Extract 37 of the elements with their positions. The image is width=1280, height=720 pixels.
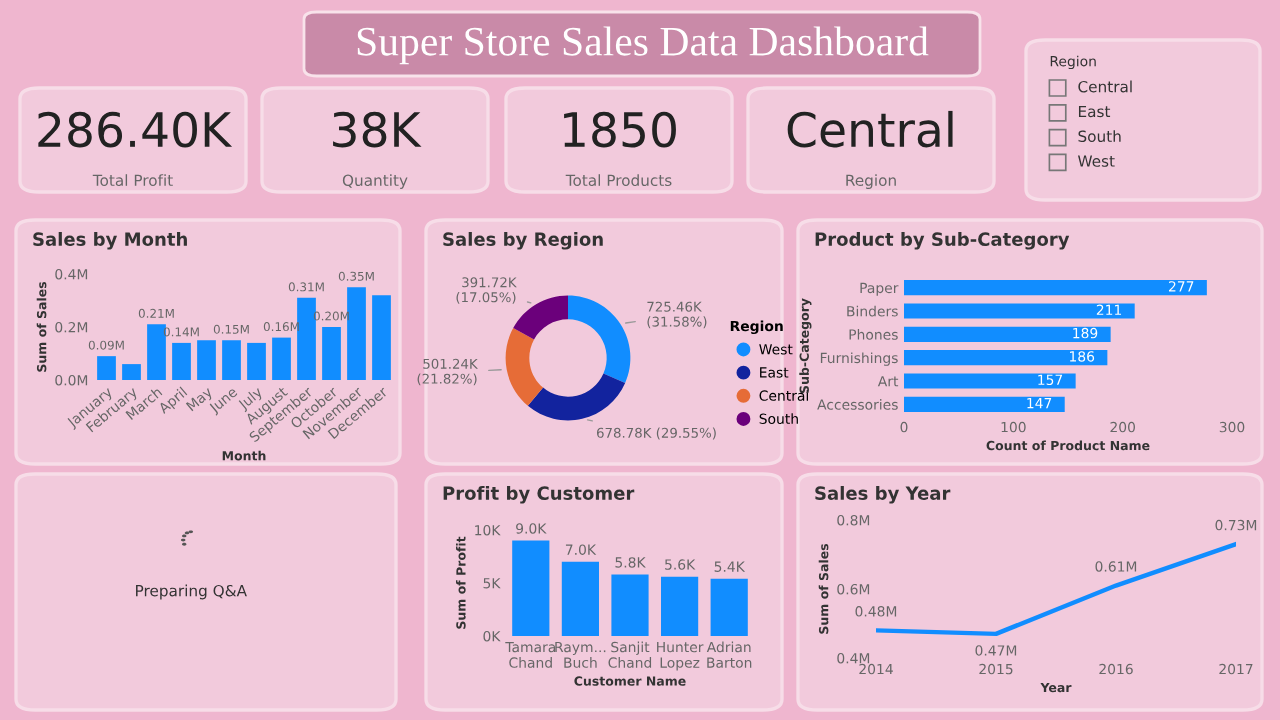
bar bbox=[272, 337, 291, 380]
text: 38K bbox=[333, 111, 422, 148]
donut-slice bbox=[513, 295, 568, 340]
donut-slice bbox=[568, 295, 631, 384]
bar bbox=[904, 373, 1076, 389]
bar bbox=[172, 342, 191, 380]
chart-title: Sales by Year bbox=[815, 486, 951, 504]
bar bbox=[904, 396, 1065, 412]
donut-slice bbox=[527, 373, 626, 421]
chart-title: Profit by Customer bbox=[443, 486, 635, 504]
bar bbox=[97, 356, 116, 380]
bar bbox=[611, 574, 649, 636]
bar bbox=[147, 324, 166, 380]
chart-title: Product by Sub-Category bbox=[815, 232, 1070, 250]
bar bbox=[904, 280, 1207, 296]
chart-title: Sales by Month bbox=[33, 232, 187, 250]
bar bbox=[372, 295, 391, 380]
chart-title: Sales by Region bbox=[443, 232, 603, 250]
bar bbox=[122, 364, 141, 380]
donut-slice bbox=[505, 328, 544, 406]
bar bbox=[904, 326, 1111, 342]
bar bbox=[222, 340, 241, 380]
bar bbox=[661, 576, 699, 636]
text: Super Store Sales Data Dashboard bbox=[357, 26, 929, 65]
bar bbox=[347, 287, 366, 380]
bar bbox=[904, 303, 1135, 319]
bar bbox=[561, 561, 599, 636]
bar bbox=[197, 340, 216, 380]
text: 1850 bbox=[564, 111, 676, 148]
bar bbox=[297, 297, 316, 380]
text: 286.40K bbox=[38, 111, 233, 148]
bar bbox=[322, 327, 341, 380]
bar bbox=[512, 540, 550, 636]
text: Central bbox=[787, 110, 953, 148]
bar bbox=[904, 350, 1108, 366]
bar bbox=[710, 578, 748, 636]
bar bbox=[247, 342, 266, 380]
